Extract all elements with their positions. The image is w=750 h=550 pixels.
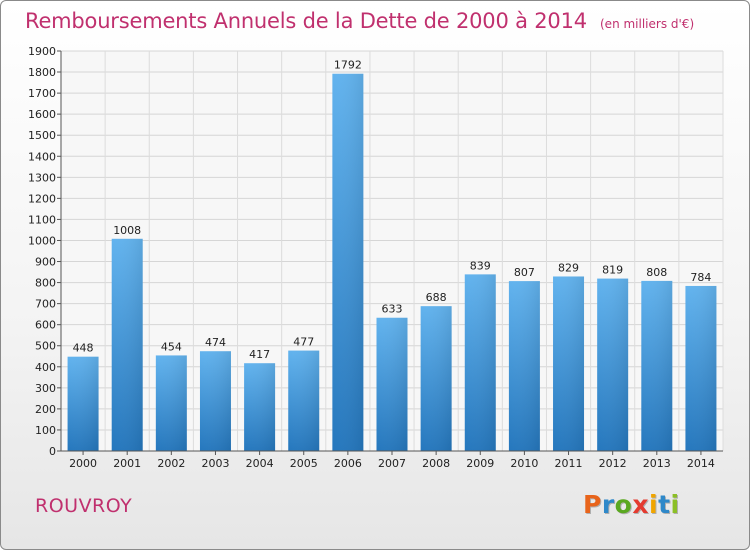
y-tick-label: 600 [35,319,56,332]
bar-value-label: 474 [205,336,226,349]
bar-shade [641,280,673,451]
bar-value-label: 1008 [113,224,141,237]
logo-letter: i [649,490,659,519]
bar-value-label: 829 [558,261,579,274]
y-tick-label: 1800 [28,66,56,79]
y-tick-label: 1700 [28,87,56,100]
x-tick-label: 2004 [246,457,274,470]
proxiti-logo: Proxiti [583,490,680,519]
y-tick-label: 0 [49,445,56,458]
y-tick-label: 700 [35,298,56,311]
y-tick-label: 1500 [28,129,56,142]
bar-value-label: 819 [602,264,623,277]
x-tick-label: 2010 [510,457,538,470]
title-row: Remboursements Annuels de la Dette de 20… [25,9,694,33]
x-tick-label: 2006 [334,457,362,470]
bar-shade [685,285,717,451]
bar-shade [420,306,452,451]
axis-layer: 0 100 200 300 400 500 600 700 800 900 1000 1100 1200… [28,45,723,470]
y-tick-label: 200 [35,403,56,416]
bars-layer: 448 1008 454 474 417 477 1792 633 688 839 807 829 81… [67,59,717,451]
bar-shade [508,281,540,451]
bar-shade [155,355,187,451]
x-tick-label: 2005 [290,457,318,470]
bar-shade [67,356,99,451]
y-tick-label: 1600 [28,108,56,121]
bar-value-label: 1792 [334,59,362,72]
x-tick-label: 2008 [422,457,450,470]
bar-shade [288,350,320,451]
bar-value-label: 417 [249,348,270,361]
bar-shade [332,73,364,451]
y-tick-label: 300 [35,382,56,395]
commune-name: ROUVROY [35,495,133,517]
logo-letter: o [614,490,633,519]
logo-letter: P [583,490,602,519]
bar-value-label: 839 [470,259,491,272]
y-tick-label: 500 [35,340,56,353]
x-tick-label: 2012 [599,457,627,470]
bar-value-label: 448 [73,342,94,355]
y-tick-label: 1200 [28,192,56,205]
x-tick-label: 2014 [687,457,715,470]
bar-value-label: 807 [514,266,535,279]
x-tick-label: 2000 [69,457,97,470]
bar-shade [244,363,276,451]
x-tick-label: 2013 [643,457,671,470]
y-tick-label: 1400 [28,150,56,163]
x-tick-label: 2002 [157,457,185,470]
bar-value-label: 784 [690,271,711,284]
bar-value-label: 808 [646,266,667,279]
x-tick-label: 2009 [466,457,494,470]
y-tick-label: 1100 [28,213,56,226]
y-tick-label: 800 [35,277,56,290]
x-tick-label: 2001 [113,457,141,470]
logo-letter: r [601,490,615,519]
bar-shade [199,351,231,451]
bar-shade [597,278,629,451]
bar-chart: 448 1008 454 474 417 477 1792 633 688 839 807 829 81… [28,45,724,470]
bar-shade [376,317,408,451]
bar-value-label: 633 [382,303,403,316]
y-tick-label: 1000 [28,234,56,247]
logo-letter: i [670,490,680,519]
x-tick-label: 2007 [378,457,406,470]
y-tick-label: 100 [35,424,56,437]
logo-letter: x [632,490,649,519]
chart-subtitle: (en milliers d'€) [600,17,695,31]
bar-shade [464,274,496,451]
y-tick-label: 1300 [28,171,56,184]
bar-shade [553,276,585,451]
y-tick-label: 900 [35,256,56,269]
chart-title: Remboursements Annuels de la Dette de 20… [25,9,587,33]
bar-value-label: 688 [426,291,447,304]
x-tick-label: 2011 [555,457,583,470]
bar-shade [111,238,143,451]
y-tick-label: 1900 [28,45,56,58]
bar-value-label: 454 [161,340,182,353]
logo-letter: t [658,490,671,519]
bar-value-label: 477 [293,336,314,349]
x-tick-label: 2003 [201,457,229,470]
y-tick-label: 400 [35,361,56,374]
